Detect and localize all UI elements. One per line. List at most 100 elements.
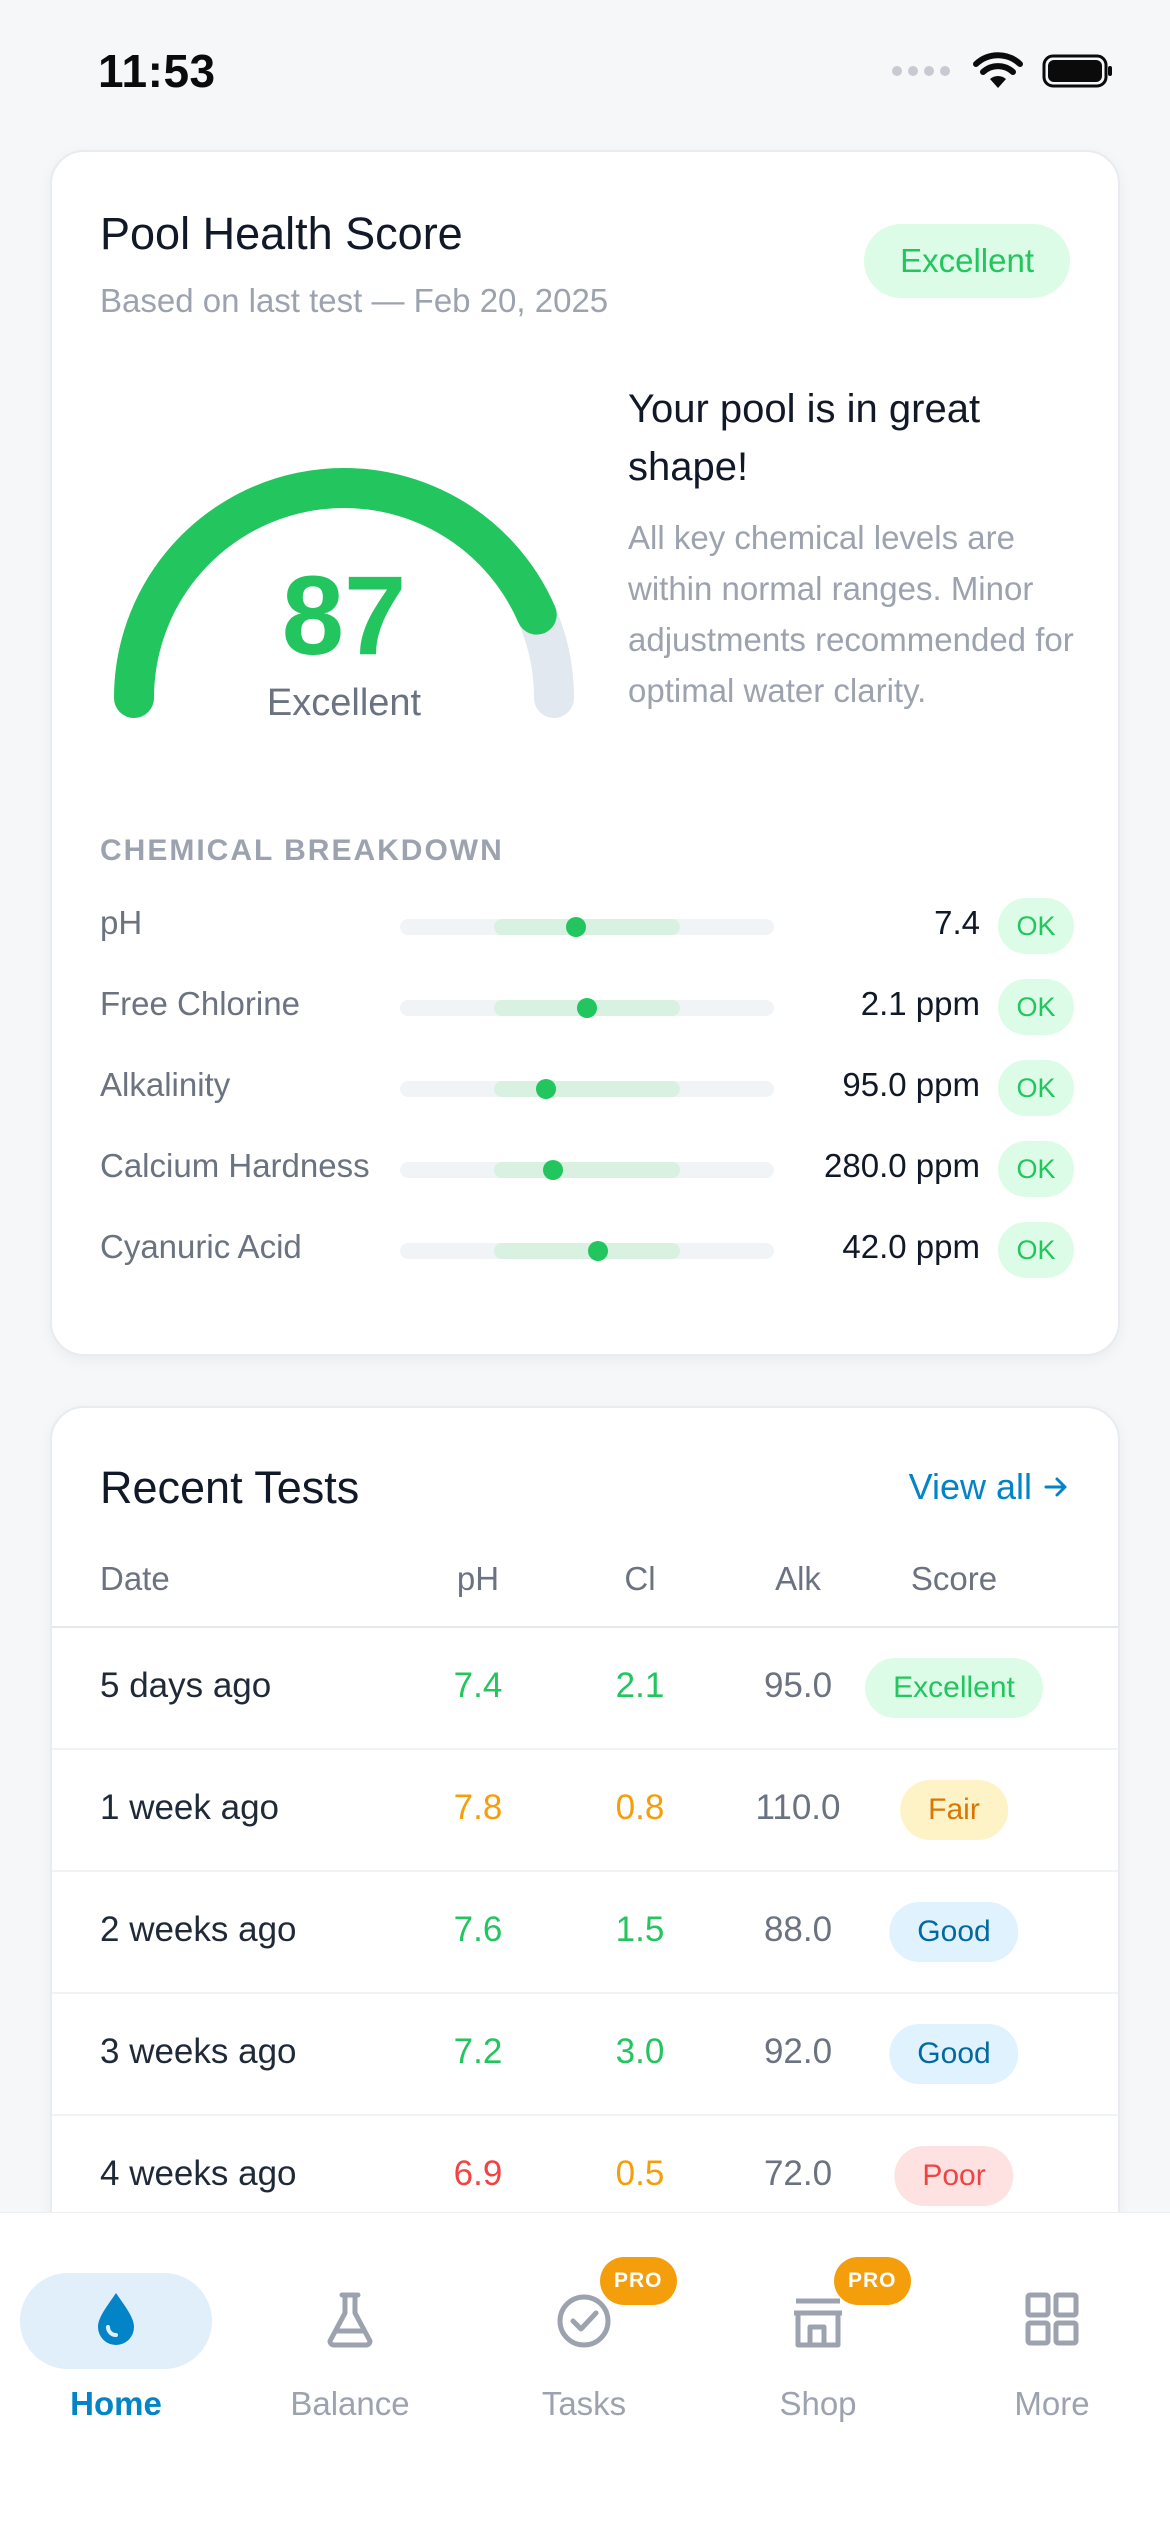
view-all-link[interactable]: View all	[909, 1466, 1070, 1508]
flask-icon	[327, 2292, 373, 2348]
test-ph: 7.8	[453, 1788, 503, 1827]
test-cl: 1.5	[615, 1910, 665, 1949]
chemical-track	[400, 998, 774, 1018]
health-title: Pool Health Score	[100, 208, 463, 259]
test-ph: 7.6	[453, 1910, 503, 1949]
score-badge: Good	[889, 2024, 1019, 2084]
bottom-tab-bar: Home Balance PRO Tasks PRO Shop More	[0, 2212, 1170, 2532]
test-cl: 3.0	[615, 2032, 665, 2071]
column-header-cl: Cl	[624, 1560, 656, 1597]
score-badge: Good	[889, 1902, 1019, 1962]
tab-home[interactable]: Home	[20, 2243, 212, 2443]
view-all-label: View all	[908, 1466, 1032, 1507]
chemical-level-dot	[565, 917, 586, 937]
chemical-ideal-range	[494, 1243, 680, 1259]
table-row[interactable]: 2 weeks ago 7.6 1.5 88.0 Good	[52, 1872, 1118, 1994]
pool-health-card: Pool Health Score Based on last test — F…	[50, 150, 1120, 1356]
health-description: All key chemical levels are within norma…	[628, 519, 1074, 709]
column-header-ph: pH	[456, 1560, 500, 1597]
test-cl: 2.1	[615, 1666, 665, 1705]
chemical-ideal-range	[494, 1081, 680, 1097]
signal-dots-icon	[892, 66, 950, 76]
chemical-value: 95.0 ppm	[842, 1066, 980, 1103]
test-date: 4 weeks ago	[100, 2154, 297, 2193]
breakdown-heading: CHEMICAL BREAKDOWN	[100, 834, 504, 867]
test-ph: 6.9	[453, 2154, 503, 2193]
chemical-track	[400, 1160, 774, 1180]
chemical-name: Free Chlorine	[100, 985, 300, 1022]
recent-tests-title: Recent Tests	[100, 1462, 360, 1513]
test-cl: 0.8	[615, 1788, 665, 1827]
tab-label: Balance	[290, 2385, 410, 2422]
status-bar: 11:53	[0, 0, 1170, 140]
chemical-value: 7.4	[934, 904, 980, 941]
health-score-label: Excellent	[266, 682, 422, 724]
health-score: 87	[281, 553, 407, 678]
chemical-ideal-range	[494, 1162, 680, 1178]
chemical-value: 42.0 ppm	[842, 1228, 980, 1265]
table-row[interactable]: 3 weeks ago 7.2 3.0 92.0 Good	[52, 1994, 1118, 2116]
chemical-row: Free Chlorine 2.1 ppm OK	[100, 977, 1074, 1037]
test-alk: 72.0	[763, 2154, 833, 2193]
test-ph: 7.4	[453, 1666, 503, 1705]
chemical-status-badge: OK	[998, 1060, 1074, 1116]
chemical-name: pH	[100, 904, 143, 941]
tab-shop[interactable]: PRO Shop	[722, 2243, 914, 2443]
test-ph: 7.2	[453, 2032, 503, 2071]
pro-badge: PRO	[834, 2257, 911, 2305]
table-header-divider	[52, 1626, 1118, 1628]
chemical-level-dot	[535, 1079, 556, 1099]
test-date: 3 weeks ago	[100, 2032, 297, 2071]
chemical-name: Alkalinity	[100, 1066, 231, 1103]
chemical-ideal-range	[494, 919, 680, 935]
arrow-right-icon	[1044, 1477, 1067, 1497]
test-alk: 88.0	[763, 1910, 833, 1949]
tab-label: Home	[70, 2385, 162, 2422]
chemical-row: Alkalinity 95.0 ppm OK	[100, 1058, 1074, 1118]
chemical-status-badge: OK	[998, 1141, 1074, 1197]
chemical-status-badge: OK	[998, 898, 1074, 954]
health-status-badge: Excellent	[864, 224, 1070, 298]
column-header-score: Score	[910, 1560, 998, 1597]
tab-tasks[interactable]: PRO Tasks	[488, 2243, 680, 2443]
table-row[interactable]: 5 days ago 7.4 2.1 95.0 Excellent	[52, 1628, 1118, 1750]
test-date: 5 days ago	[100, 1666, 272, 1705]
test-alk: 110.0	[755, 1788, 841, 1827]
score-badge: Excellent	[865, 1658, 1043, 1718]
test-cl: 0.5	[615, 2154, 665, 2193]
tab-balance[interactable]: Balance	[254, 2243, 446, 2443]
chemical-row: Calcium Hardness 280.0 ppm OK	[100, 1139, 1074, 1199]
water-drop-icon	[98, 2293, 134, 2345]
wifi-icon	[973, 52, 1023, 88]
chemical-value: 2.1 ppm	[860, 985, 980, 1022]
health-gauge	[114, 468, 574, 718]
score-badge: Poor	[894, 2146, 1014, 2206]
health-subtitle: Based on last test — Feb 20, 2025	[100, 282, 609, 319]
chemical-track	[400, 1079, 774, 1099]
table-row[interactable]: 1 week ago 7.8 0.8 110.0 Fair	[52, 1750, 1118, 1872]
tab-more[interactable]: More	[956, 2243, 1148, 2443]
battery-icon	[1042, 54, 1112, 88]
chemical-row: pH 7.4 OK	[100, 896, 1074, 956]
chemical-track	[400, 917, 774, 937]
chemical-row: Cyanuric Acid 42.0 ppm OK	[100, 1220, 1074, 1280]
test-alk: 92.0	[763, 2032, 833, 2071]
store-icon	[794, 2298, 842, 2348]
chemical-level-dot	[543, 1160, 564, 1180]
chemical-status-badge: OK	[998, 1222, 1074, 1278]
health-headline: Your pool is in great shape!	[628, 387, 981, 489]
pro-badge: PRO	[600, 2257, 677, 2305]
test-date: 1 week ago	[100, 1788, 280, 1827]
chemical-value: 280.0 ppm	[824, 1147, 980, 1184]
chemical-level-dot	[588, 1241, 609, 1261]
chemical-name: Cyanuric Acid	[100, 1228, 302, 1265]
table-row[interactable]: 4 weeks ago 6.9 0.5 72.0 Poor	[52, 2116, 1118, 2238]
gauge-fill	[114, 468, 557, 718]
chemical-name: Calcium Hardness	[100, 1147, 370, 1184]
grid-icon	[1025, 2292, 1079, 2346]
chemical-status-badge: OK	[998, 979, 1074, 1035]
chemical-level-dot	[577, 998, 597, 1018]
tab-label: More	[1014, 2385, 1090, 2422]
status-time: 11:53	[98, 45, 216, 97]
column-header-alk: Alk	[775, 1560, 821, 1597]
